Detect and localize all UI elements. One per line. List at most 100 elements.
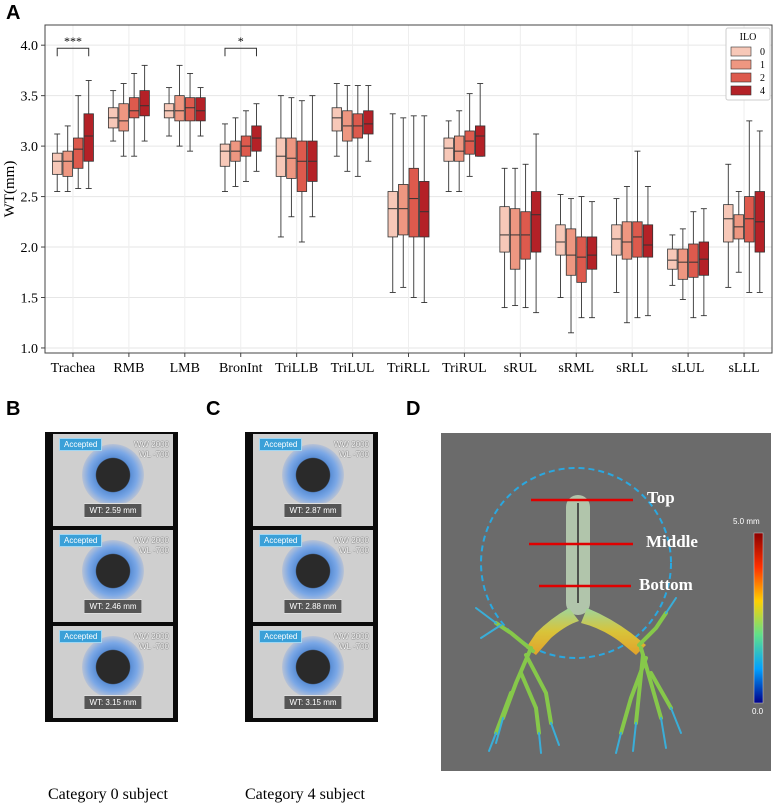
box-body: [398, 184, 409, 236]
legend-label-2: 2: [760, 73, 765, 84]
box-sRML-ilo0: [555, 194, 566, 298]
box-TriRLL-ilo1: [398, 117, 409, 288]
wt-value: WT: 2.59 mm: [83, 503, 143, 518]
ct-frame-b3: Accepted WW 2000 WL -700 WT: 3.15 mm: [53, 626, 173, 718]
box-sRUL-ilo1: [509, 167, 521, 307]
panel-c-label: C: [206, 398, 221, 420]
box-body: [118, 103, 129, 132]
box-body: [128, 97, 140, 119]
box-body: [408, 167, 419, 238]
axes: 1.0 1.5 2.0 2.5 3.0 3.5 4.0 WT(mm) Trachea RMB LMB…: [2, 24, 773, 376]
top-label: Top: [647, 488, 675, 507]
accepted-badge: Accepted: [59, 630, 103, 643]
panel-b-caption: Category 0 subject: [48, 786, 168, 803]
box-TriLUL-ilo0: [331, 83, 342, 157]
window-level: WW 2000 WL -700: [333, 440, 369, 459]
box-LMB-ilo1: [174, 64, 185, 147]
x-tick-label: sLLL: [728, 361, 759, 376]
ct-frame-b1: Accepted WW 2000 WL -700 WT: 2.59 mm: [53, 434, 173, 526]
box-body: [363, 110, 374, 135]
box-sLUL-ilo0: [667, 234, 678, 286]
accepted-badge: Accepted: [59, 438, 103, 451]
panel-b-label: B: [6, 398, 21, 420]
legend-swatch-1: [730, 59, 752, 70]
box-body: [698, 241, 710, 276]
box-body: [555, 224, 566, 256]
box-BronInt-ilo0: [219, 123, 231, 192]
box-TriLUL-ilo2: [352, 85, 363, 177]
airway-ring: [282, 540, 344, 602]
box-sLLL-ilo0: [723, 163, 734, 288]
box-body: [667, 248, 678, 270]
wt-value: WT: 2.46 mm: [83, 599, 143, 614]
x-tick-label: TriLUL: [331, 361, 375, 376]
box-body: [443, 137, 454, 162]
panel-c-caption: Category 4 subject: [245, 786, 365, 803]
accepted-badge: Accepted: [259, 630, 303, 643]
box-sRLL-ilo4: [642, 186, 654, 317]
box-sRLL-ilo2: [632, 150, 643, 319]
box-body: [454, 135, 465, 162]
box-TriRLL-ilo0: [387, 113, 398, 293]
boxes: [52, 64, 765, 334]
box-body: [174, 95, 185, 122]
window-level: WW 2000 WL -700: [133, 536, 169, 555]
y-tick-label: 3.5: [21, 90, 39, 105]
x-tick-label: TriRLL: [387, 361, 430, 376]
x-tick-label: sRUL: [504, 361, 537, 376]
significance-bracket: [56, 47, 90, 57]
wt-value: WT: 2.88 mm: [283, 599, 343, 614]
accepted-badge: Accepted: [259, 534, 303, 547]
box-body: [83, 113, 94, 162]
region-circle: [480, 467, 672, 659]
panel-c-images: Accepted WW 2000 WL -700 WT: 2.87 mm Acce…: [245, 432, 378, 722]
box-body: [195, 97, 206, 122]
legend-label-4: 4: [760, 86, 765, 97]
box-body: [251, 125, 262, 152]
middle-label: Middle: [646, 532, 698, 551]
y-tick-label: 1.0: [21, 342, 39, 357]
accepted-badge: Accepted: [259, 438, 303, 451]
airway-ring: [82, 636, 144, 698]
x-tick-label: RMB: [113, 361, 144, 376]
y-tick-label: 4.0: [21, 39, 39, 54]
legend-swatch-2: [730, 72, 752, 83]
box-LMB-ilo0: [163, 87, 175, 137]
box-body: [632, 221, 643, 258]
significance-bracket: [224, 47, 257, 57]
significance-label: *: [238, 34, 244, 48]
panel-b-images: Accepted WW 2000 WL -700 WT: 2.59 mm Acce…: [45, 432, 178, 722]
box-body: [677, 248, 689, 280]
airway-tree-graphic: [475, 467, 764, 754]
box-RMB-ilo1: [118, 83, 129, 157]
x-tick-label: sRLL: [616, 361, 648, 376]
window-level: WW 2000 WL -700: [333, 632, 369, 651]
box-body: [296, 140, 308, 192]
box-sRUL-ilo0: [499, 167, 510, 309]
scale-min: 0.0: [752, 707, 764, 716]
box-TriRUL-ilo4: [475, 83, 486, 157]
box-sLUL-ilo4: [698, 208, 710, 317]
x-tick-label: sRML: [558, 361, 594, 376]
box-sRLL-ilo0: [611, 198, 622, 293]
box-body: [73, 137, 84, 169]
ct-frame-c1: Accepted WW 2000 WL -700 WT: 2.87 mm: [253, 434, 373, 526]
left-twigs: [475, 607, 560, 754]
box-body: [499, 206, 510, 253]
scale-max: 5.0 mm: [733, 517, 760, 526]
box-body: [475, 125, 486, 157]
box-sRUL-ilo2: [520, 163, 531, 309]
window-level: WW 2000 WL -700: [333, 536, 369, 555]
box-body: [52, 152, 63, 175]
window-level: WW 2000 WL -700: [133, 632, 169, 651]
left-main-bronchus: [526, 608, 579, 655]
box-body: [723, 204, 734, 243]
box-body: [611, 224, 622, 256]
airway-ring: [282, 444, 344, 506]
ct-frame-b2: Accepted WW 2000 WL -700 WT: 2.46 mm: [53, 530, 173, 622]
airway-tree-render: Top Middle Bottom 5.0 mm 0.0: [441, 433, 771, 771]
box-body: [275, 137, 287, 177]
box-RMB-ilo2: [128, 72, 140, 157]
box-sRML-ilo4: [586, 201, 598, 319]
